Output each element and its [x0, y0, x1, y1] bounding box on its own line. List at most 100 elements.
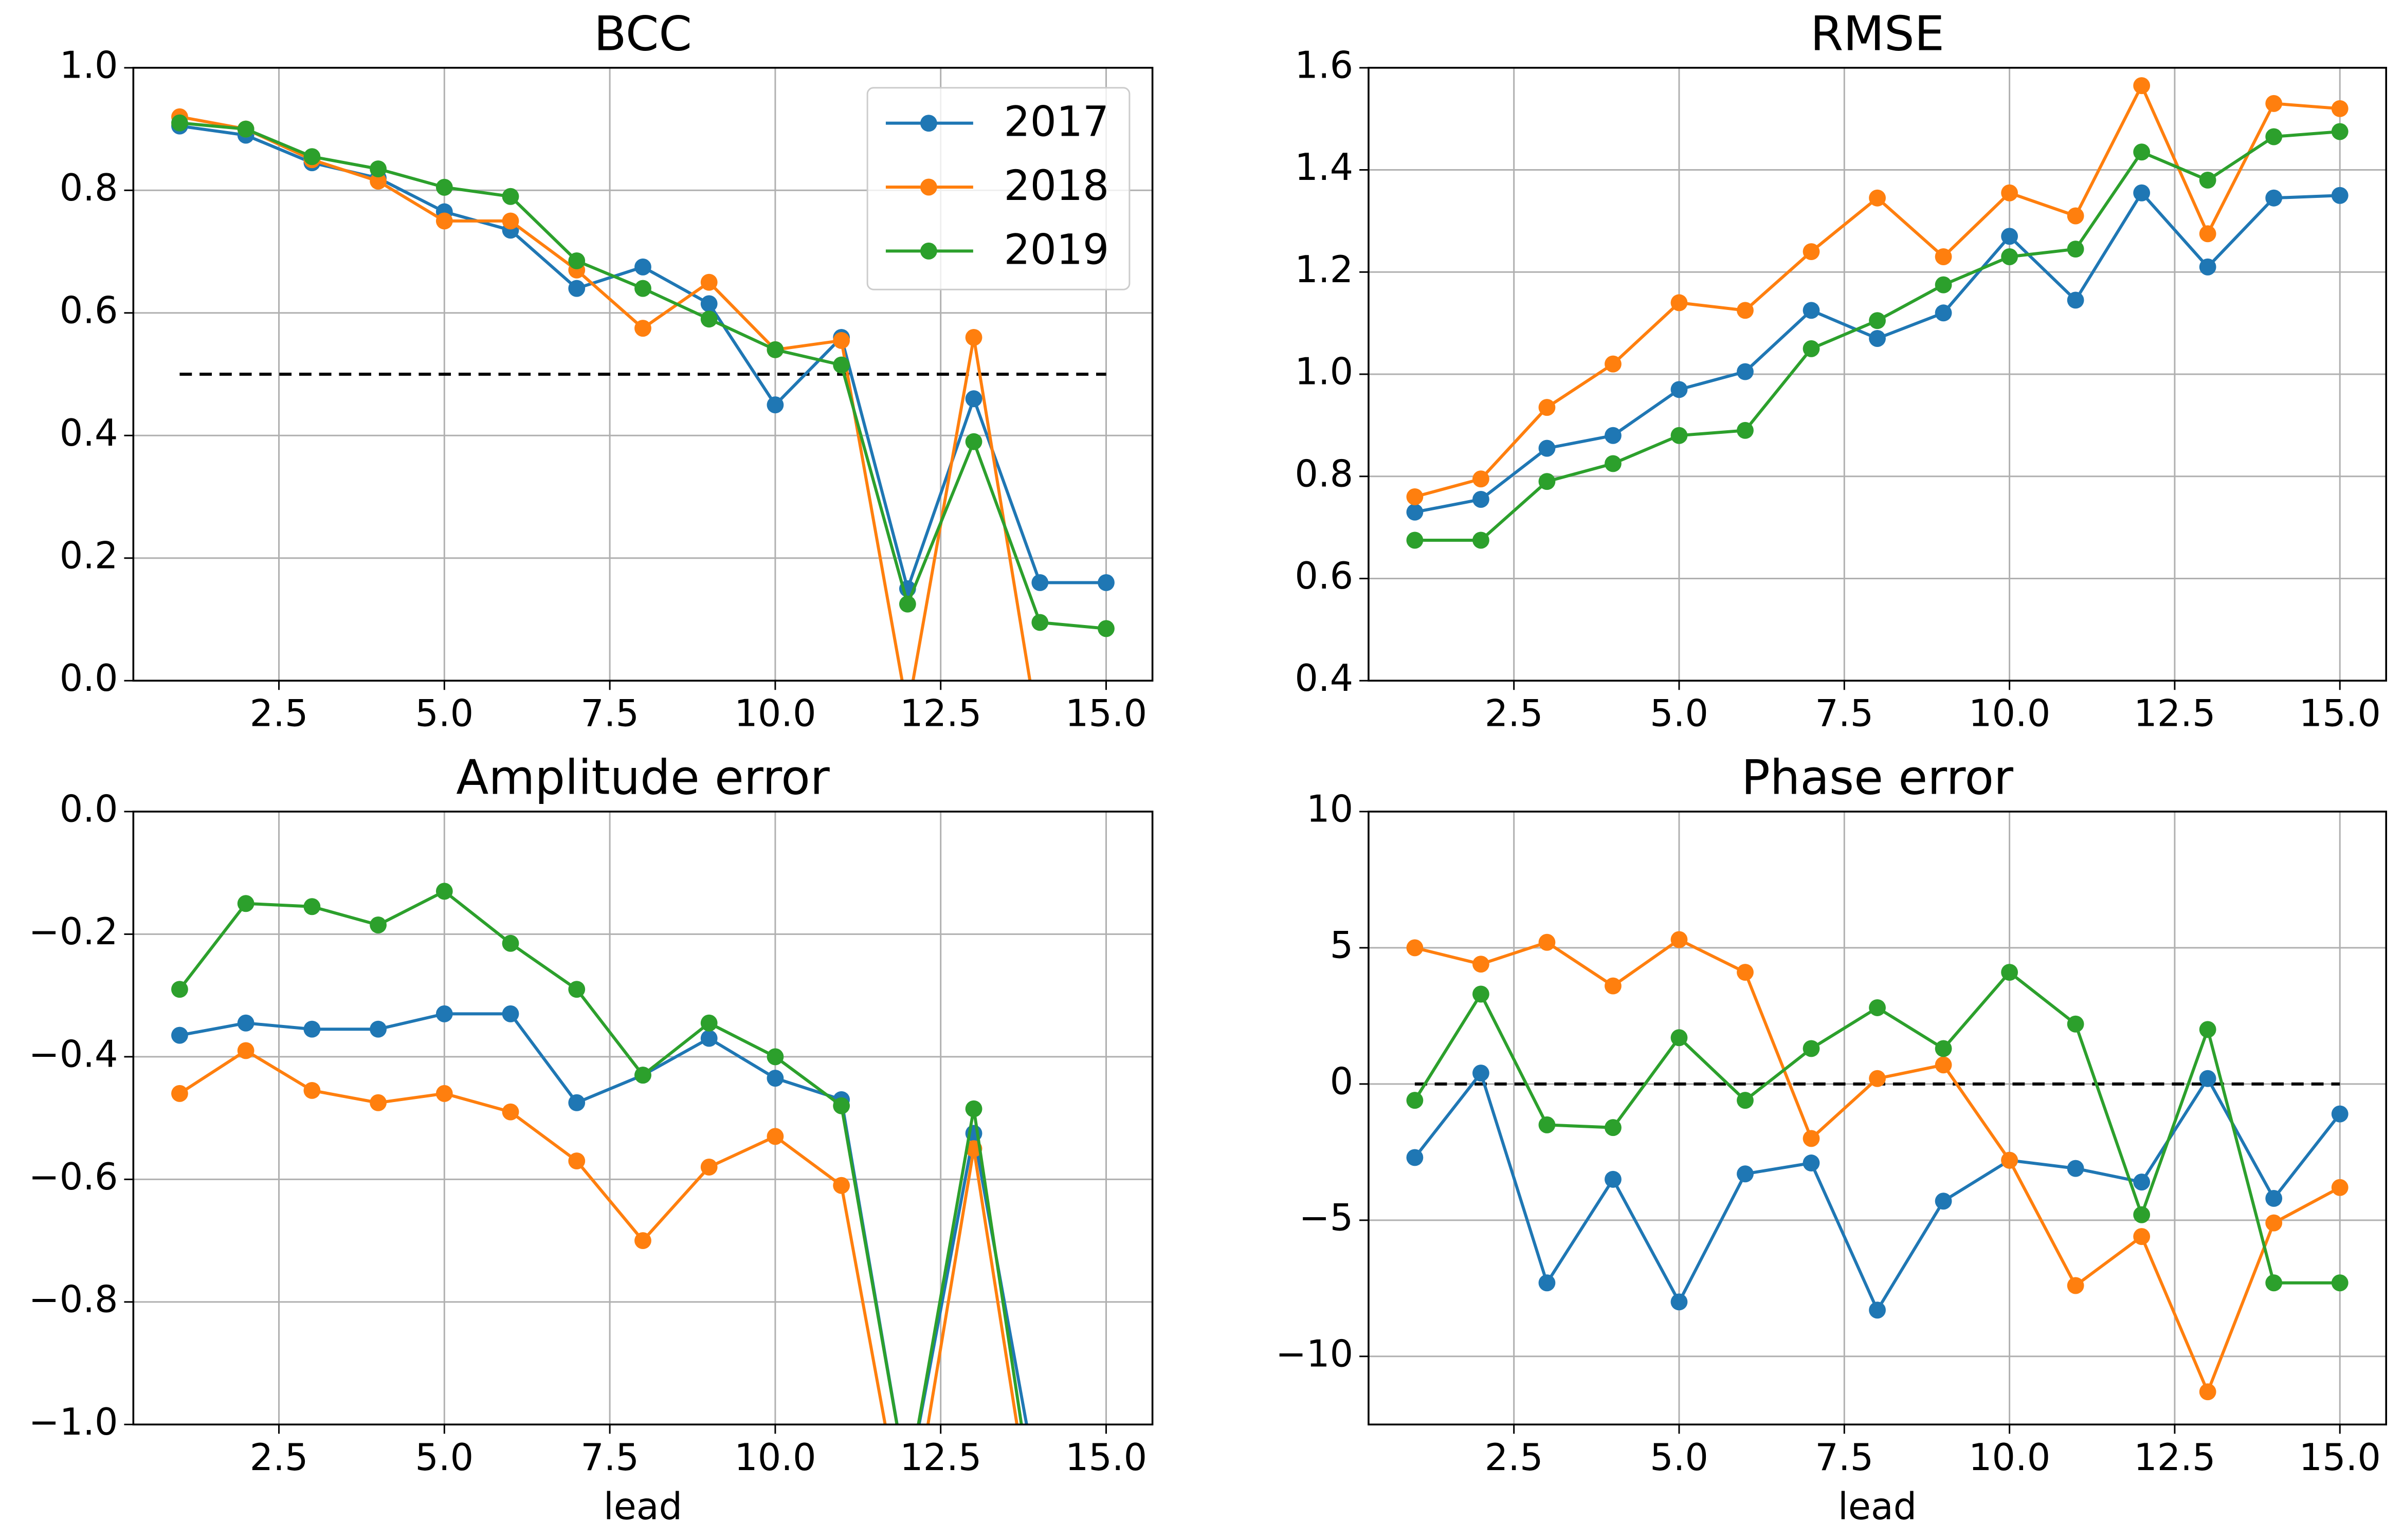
- point: [1098, 574, 1115, 591]
- point: [634, 280, 651, 297]
- axes-frame: [132, 67, 1154, 682]
- x-tick-label: 2.5: [250, 1436, 308, 1479]
- legend-box: [866, 87, 1131, 290]
- x-tick-label: 15.0: [1065, 692, 1147, 735]
- point: [1472, 985, 1489, 1003]
- point: [502, 1005, 519, 1022]
- point: [700, 310, 718, 328]
- point: [1670, 381, 1688, 398]
- point: [2001, 1151, 2018, 1169]
- y-tick-label: 1.4: [1295, 145, 1353, 189]
- point: [2199, 1021, 2216, 1038]
- point: [1869, 1070, 1886, 1087]
- point: [435, 212, 453, 230]
- y-tick-label: 0.0: [60, 787, 118, 830]
- point: [435, 178, 453, 196]
- point: [1538, 473, 1556, 490]
- point: [1406, 488, 1424, 505]
- point: [1803, 243, 1820, 261]
- point: [634, 320, 651, 337]
- point: [2331, 1179, 2349, 1196]
- point: [1670, 294, 1688, 311]
- point: [634, 258, 651, 276]
- x-tick-label: 2.5: [250, 692, 308, 735]
- point: [2331, 100, 2349, 117]
- y-tick-label: 0.6: [1295, 554, 1353, 597]
- subplot: 2.5 5.0 7.5 10.0 12.5 15.0 0.0 0.2 0.4 0.6 0.8 1.0 B…: [60, 6, 1154, 750]
- point: [1538, 1274, 1556, 1292]
- y-tick-label: 1.0: [60, 43, 118, 86]
- x-tick-label: 5.0: [415, 1436, 474, 1479]
- point: [1406, 939, 1424, 957]
- point: [1605, 355, 1622, 373]
- y-tick-label: −1.0: [29, 1400, 118, 1443]
- subplot-title: RMSE: [1810, 6, 1944, 61]
- point: [1406, 1149, 1424, 1166]
- point: [899, 1477, 916, 1494]
- point: [767, 1070, 784, 1087]
- x-tick-label: 10.0: [734, 1436, 816, 1479]
- point: [1538, 439, 1556, 457]
- x-tick-label: 12.5: [900, 1436, 981, 1479]
- y-tick-label: 5: [1330, 923, 1354, 966]
- point: [1737, 302, 1754, 319]
- point: [1406, 503, 1424, 521]
- x-tick-label: 12.5: [900, 692, 981, 735]
- point: [1605, 455, 1622, 472]
- x-tick-label: 7.5: [1815, 692, 1873, 735]
- subplot: 2.5 5.0 7.5 10.0 12.5 15.0 −10 −5 0 5 10 Phase erro…: [1276, 749, 2387, 1528]
- point: [1472, 531, 1489, 549]
- legend-label: 2018: [1004, 162, 1109, 210]
- point: [1869, 1301, 1886, 1319]
- point: [435, 883, 453, 900]
- x-tick-label: 10.0: [734, 692, 816, 735]
- point: [1406, 1092, 1424, 1109]
- point: [2199, 258, 2216, 276]
- point: [1935, 248, 1952, 265]
- point: [965, 1100, 982, 1117]
- point: [303, 1081, 321, 1099]
- legend-marker: [920, 178, 937, 196]
- point: [700, 1030, 718, 1047]
- point: [833, 1097, 850, 1114]
- point: [502, 188, 519, 205]
- y-tick-label: 0.4: [1295, 656, 1353, 700]
- point: [1803, 1130, 1820, 1147]
- point: [2331, 1105, 2349, 1123]
- point: [2001, 184, 2018, 201]
- x-axis-label: lead: [1838, 1484, 1917, 1528]
- y-tick-label: 1.0: [1295, 350, 1353, 393]
- point: [568, 981, 586, 998]
- point: [2067, 1160, 2084, 1177]
- point: [2001, 964, 2018, 981]
- point: [1935, 276, 1952, 294]
- point: [502, 934, 519, 952]
- point: [2265, 1214, 2283, 1232]
- point: [1935, 1193, 1952, 1210]
- point: [2265, 128, 2283, 145]
- point: [2265, 1189, 2283, 1207]
- point: [2001, 248, 2018, 265]
- x-tick-label: 15.0: [2299, 1436, 2381, 1479]
- point: [2133, 1174, 2151, 1191]
- x-tick-label: 5.0: [415, 692, 474, 735]
- subplot: 2.5 5.0 7.5 10.0 12.5 15.0 −1.0 −0.8 −0.6 −0.4 −0.…: [29, 749, 1154, 1528]
- y-tick-label: 0.4: [60, 411, 118, 454]
- point: [303, 1020, 321, 1038]
- point: [634, 1067, 651, 1084]
- y-tick-label: −0.2: [29, 910, 118, 953]
- point: [2199, 171, 2216, 189]
- x-tick-label: 15.0: [1065, 1436, 1147, 1479]
- point: [303, 898, 321, 915]
- point: [1803, 1040, 1820, 1057]
- point: [370, 1094, 387, 1111]
- point: [370, 172, 387, 190]
- legend-marker: [920, 242, 937, 260]
- point: [435, 1085, 453, 1102]
- y-tick-label: 0.8: [60, 166, 118, 209]
- y-tick-label: −0.4: [29, 1032, 118, 1075]
- point: [1098, 734, 1115, 750]
- point: [767, 1128, 784, 1145]
